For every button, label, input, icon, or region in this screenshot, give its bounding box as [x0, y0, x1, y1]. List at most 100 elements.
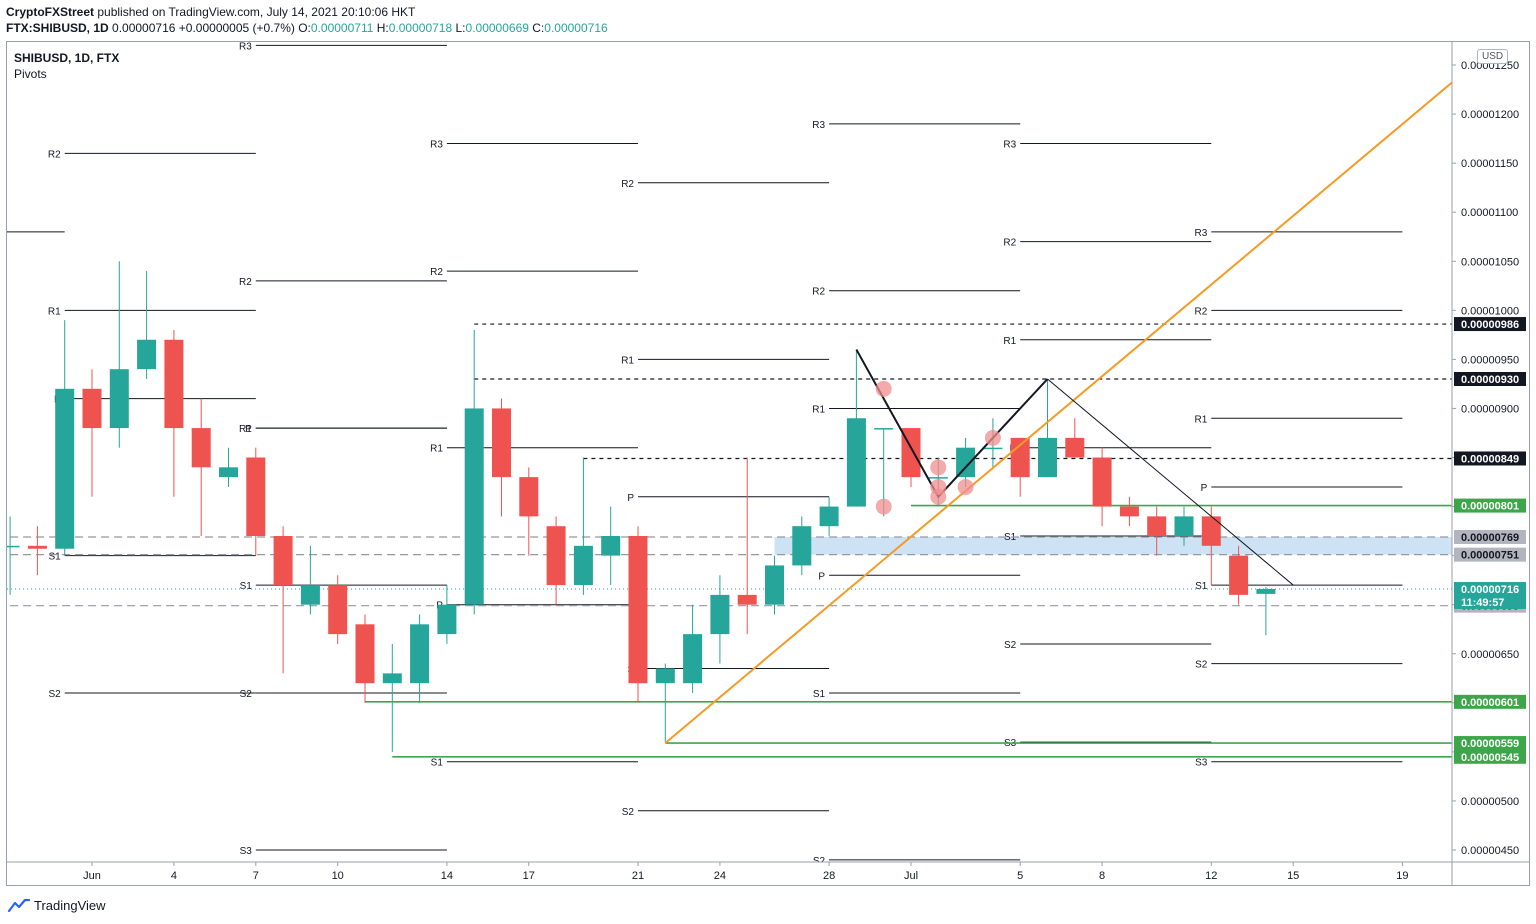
candle	[1065, 418, 1085, 458]
candle	[765, 555, 784, 615]
last-price-badge-bg	[1454, 581, 1526, 609]
candle-body	[1201, 516, 1221, 546]
last-price-value: 0.00000716	[112, 21, 176, 35]
candle-body	[956, 447, 976, 478]
pivot-label-r3: R3	[430, 140, 443, 151]
candle	[437, 585, 457, 644]
candle-body	[1092, 457, 1112, 507]
candle	[737, 457, 757, 635]
candle	[1174, 506, 1194, 546]
level-price-badge-bg	[1454, 547, 1526, 562]
x-tick-label: Jun	[83, 870, 101, 882]
y-tick-label: 0.00001150	[1461, 158, 1518, 170]
candle	[655, 663, 675, 743]
pivot-label-s3: S3	[240, 846, 253, 857]
candle-body	[464, 408, 484, 605]
x-tick-label: 10	[332, 870, 344, 882]
footer-brand-label: TradingView	[34, 898, 106, 913]
level-price-badge-text: 0.00000545	[1461, 752, 1519, 764]
pattern-marker	[930, 459, 947, 476]
candle-body	[765, 565, 784, 605]
pivot-label-s1: S1	[1004, 532, 1017, 543]
x-tick-label: 8	[1099, 870, 1105, 882]
candle-body	[328, 585, 348, 635]
author-name[interactable]: CryptoFXStreet	[6, 5, 95, 19]
level-price-badge-text: 0.00000751	[1461, 550, 1519, 562]
candle	[1092, 447, 1112, 527]
pivot-label-r1: R1	[239, 424, 252, 435]
candle	[109, 261, 129, 448]
candle-body	[191, 428, 211, 468]
level-price-badge-text: 0.00000559	[1461, 738, 1519, 750]
level-price-badge-bg	[1454, 451, 1526, 466]
pivot-label-r2: R2	[1195, 306, 1208, 317]
candle	[792, 516, 812, 576]
candle	[1201, 506, 1221, 586]
pivot-label-s2: S2	[1004, 640, 1017, 651]
pivot-label-s1: S1	[1195, 581, 1208, 592]
candle	[464, 329, 484, 615]
chart-frame	[6, 41, 1530, 886]
candle-body	[137, 339, 157, 370]
candle	[27, 526, 47, 576]
candle-body	[246, 457, 266, 536]
level-price-badge-bg	[1454, 749, 1526, 764]
level-price-badge-bg	[1454, 529, 1526, 544]
candle-body	[437, 604, 457, 635]
publisher-line: CryptoFXStreet published on TradingView.…	[6, 5, 415, 19]
indicator-legend[interactable]: Pivots	[14, 67, 47, 81]
pattern-marker	[984, 429, 1001, 446]
candle	[710, 575, 730, 664]
candle-body	[109, 369, 129, 429]
level-price-badge: 0.00000601	[1454, 694, 1526, 709]
change-value: +0.00000005 (+0.7%)	[178, 21, 295, 35]
y-tick-label: 0.00000900	[1461, 403, 1519, 415]
candle	[1010, 437, 1030, 497]
footer-brand[interactable]: TradingView	[8, 898, 106, 913]
pivot-label-p: P	[627, 493, 634, 504]
x-tick-label: 24	[714, 870, 726, 882]
level-price-badge-bg	[1454, 372, 1526, 386]
chart-legend-title[interactable]: SHIBUSD, 1D, FTX	[14, 51, 120, 65]
level-price-badge-text: 0.00000769	[1461, 532, 1519, 544]
level-price-badge-bg	[1454, 736, 1526, 751]
pivot-label-s1: S1	[431, 758, 444, 769]
x-tick-label: 12	[1205, 870, 1217, 882]
candle-body	[164, 339, 184, 429]
candle-body	[846, 418, 866, 507]
high-label: H:	[376, 21, 389, 35]
candle	[410, 614, 430, 703]
candle-body	[983, 447, 1003, 450]
symbol-label: FTX:SHIBUSD, 1D	[6, 21, 109, 35]
ohlc-line: FTX:SHIBUSD, 1D 0.00000716 +0.00000005 (…	[6, 21, 608, 35]
candle	[382, 643, 402, 752]
currency-badge[interactable]: USD	[1477, 49, 1509, 64]
pivot-label-s1: S1	[48, 552, 61, 563]
x-tick-label: 4	[171, 870, 177, 882]
level-price-badge-text: 0.00000930	[1461, 374, 1519, 386]
pattern-marker	[930, 488, 947, 505]
pivot-label-r2: R2	[812, 287, 825, 298]
candle-body	[355, 624, 375, 684]
pivot-label-s2: S2	[1195, 660, 1208, 671]
x-tick-label: 28	[823, 870, 835, 882]
candle	[1256, 587, 1276, 636]
candle	[956, 437, 976, 487]
published-text: published on TradingView.com, July 14, 2…	[97, 5, 416, 19]
level-price-badge-text: 0.00000801	[1461, 501, 1519, 513]
pattern-marker	[875, 380, 892, 397]
candle	[573, 457, 593, 595]
candle-body	[1119, 506, 1139, 517]
pivot-label-s1: S1	[813, 689, 826, 700]
candle-body	[683, 634, 703, 684]
candle	[546, 516, 566, 605]
pivot-label-r3: R3	[1003, 140, 1016, 151]
y-tick-label: 0.00001200	[1461, 109, 1519, 121]
candle-body	[55, 388, 75, 549]
candle	[164, 329, 184, 497]
pivot-label-r2: R2	[430, 267, 443, 278]
candle-body	[819, 506, 839, 527]
candle-body	[710, 594, 730, 635]
candle	[1038, 379, 1057, 478]
